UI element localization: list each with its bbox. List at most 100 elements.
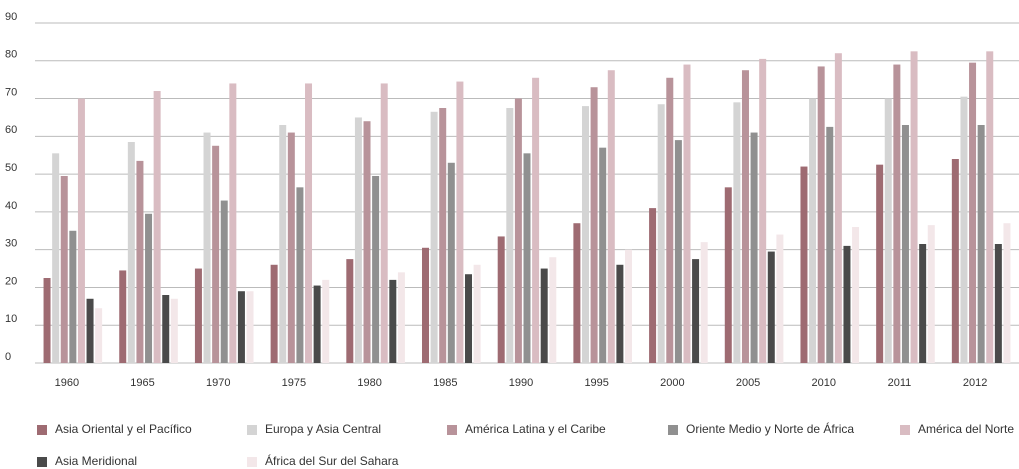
bar — [447, 162, 455, 363]
bar — [532, 77, 540, 364]
bar — [296, 187, 304, 363]
bar — [380, 83, 388, 363]
x-tick-label: 1975 — [282, 377, 306, 389]
legend-label: América Latina y el Caribe — [465, 422, 606, 436]
legend-swatch — [247, 457, 257, 467]
bar — [733, 102, 741, 363]
bar — [607, 70, 615, 363]
bar — [322, 279, 330, 363]
y-tick-label: 20 — [5, 275, 17, 287]
y-tick-label: 30 — [5, 238, 17, 250]
x-tick-label: 1995 — [584, 377, 608, 389]
bar — [136, 160, 144, 363]
bar — [986, 51, 994, 363]
bar — [750, 132, 758, 363]
legend-swatch — [668, 425, 678, 435]
bar — [573, 223, 581, 363]
bar — [581, 106, 589, 363]
bar — [649, 208, 657, 363]
bar — [270, 264, 278, 363]
bar — [60, 176, 68, 363]
bar — [910, 51, 918, 363]
bar — [549, 257, 557, 363]
bar — [372, 176, 380, 363]
bar — [893, 64, 901, 364]
legend-swatch — [900, 425, 910, 435]
bar — [852, 227, 860, 363]
bar — [826, 126, 834, 363]
bar — [960, 96, 968, 364]
x-tick-label: 1960 — [55, 377, 79, 389]
bar — [119, 270, 127, 363]
bar — [901, 125, 909, 363]
x-tick-label: 2010 — [812, 377, 836, 389]
bar — [674, 140, 682, 363]
bar — [43, 278, 51, 363]
y-tick-label: 70 — [5, 86, 17, 98]
bar — [354, 117, 362, 363]
legend-label: Europa y Asia Central — [265, 422, 381, 436]
bar — [153, 91, 161, 363]
bar — [692, 259, 700, 363]
x-tick-label: 1990 — [509, 377, 533, 389]
bar — [473, 264, 481, 363]
bar — [430, 111, 438, 364]
bar — [313, 285, 321, 363]
y-tick-label: 40 — [5, 200, 17, 212]
bar — [287, 132, 295, 363]
bar — [514, 98, 522, 364]
bar — [1003, 223, 1011, 363]
y-tick-label: 90 — [5, 11, 17, 23]
bar — [422, 247, 430, 363]
bar — [927, 225, 935, 363]
x-tick-label: 2005 — [736, 377, 760, 389]
bar — [506, 108, 514, 363]
bar — [809, 98, 817, 364]
bar — [203, 132, 211, 363]
bar — [951, 159, 959, 363]
bar — [977, 125, 985, 363]
bar — [724, 187, 732, 363]
bar — [843, 245, 851, 363]
bar — [759, 58, 767, 364]
bar — [170, 298, 178, 363]
bar — [305, 83, 313, 363]
x-tick-label: 1970 — [206, 377, 230, 389]
legend-label: Asia Oriental y el Pacífico — [55, 422, 192, 436]
bar — [279, 125, 287, 363]
bar — [741, 70, 749, 363]
bar — [800, 166, 808, 363]
bar — [220, 200, 228, 363]
bar — [389, 279, 397, 363]
x-tick-label: 2000 — [660, 377, 684, 389]
x-tick-label: 1980 — [357, 377, 381, 389]
bar — [145, 213, 153, 363]
bar — [969, 62, 977, 364]
bar — [212, 145, 220, 363]
x-tick-label: 1965 — [130, 377, 154, 389]
bar — [666, 77, 674, 364]
bar — [616, 264, 624, 363]
y-tick-label: 60 — [5, 124, 17, 136]
legend-label: Asia Meridional — [55, 454, 137, 468]
bar — [246, 291, 254, 363]
bar — [657, 104, 665, 363]
x-tick-label: 2011 — [888, 377, 912, 389]
bar — [86, 298, 94, 363]
bar — [465, 274, 473, 363]
bar — [523, 153, 531, 363]
bar — [994, 244, 1002, 363]
legend-label: África del Sur del Sahara — [265, 453, 399, 468]
legend-label: América del Norte — [918, 422, 1014, 436]
legend-swatch — [447, 425, 457, 435]
bar — [397, 272, 405, 363]
bar — [919, 244, 927, 363]
bar — [456, 81, 464, 364]
bar — [884, 98, 892, 364]
bar — [599, 147, 607, 363]
bar — [346, 259, 354, 363]
bar — [817, 66, 825, 363]
bar — [497, 236, 505, 363]
bar — [69, 230, 77, 363]
